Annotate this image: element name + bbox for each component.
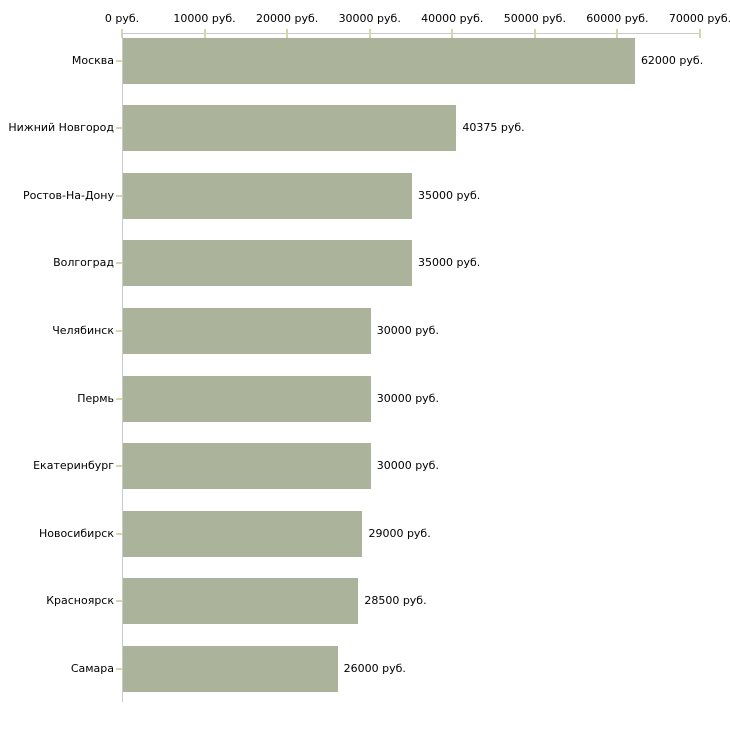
y-axis-tick — [116, 600, 122, 603]
value-label: 30000 руб. — [376, 323, 439, 337]
x-axis-tick-label: 50000 руб. — [503, 12, 566, 25]
bar — [123, 510, 363, 557]
y-axis-tick — [116, 465, 122, 468]
category-label: Волгоград — [53, 256, 114, 270]
bar — [123, 645, 338, 692]
category-label: Самара — [70, 661, 114, 675]
bar — [123, 443, 371, 490]
x-axis-tick-label: 0 руб. — [104, 12, 140, 25]
y-axis-tick — [116, 59, 122, 62]
x-axis-tick — [451, 29, 454, 38]
bar — [123, 240, 412, 287]
value-label: 35000 руб. — [418, 256, 481, 270]
category-label: Ростов-На-Дону — [22, 188, 114, 202]
x-axis-line — [122, 33, 701, 34]
bar — [123, 578, 359, 625]
y-axis-tick — [116, 397, 122, 400]
bar — [123, 307, 371, 354]
x-axis-tick-label: 40000 руб. — [421, 12, 484, 25]
y-axis-line — [122, 33, 123, 702]
value-label: 30000 руб. — [376, 459, 439, 473]
x-axis-tick-label: 70000 руб. — [668, 12, 730, 25]
bar — [123, 105, 457, 152]
y-axis-tick — [116, 194, 122, 197]
category-label: Новосибирск — [38, 526, 114, 540]
value-label: 29000 руб. — [368, 526, 431, 540]
x-axis-tick — [533, 29, 536, 38]
bar — [123, 172, 412, 219]
value-label: 35000 руб. — [418, 188, 481, 202]
y-axis-tick — [116, 262, 122, 265]
y-axis-tick — [116, 329, 122, 332]
x-axis-tick-label: 10000 руб. — [173, 12, 236, 25]
category-label: Москва — [71, 53, 114, 67]
x-axis-tick — [368, 29, 371, 38]
y-axis-tick — [116, 127, 122, 130]
value-label: 40375 руб. — [462, 121, 525, 135]
x-axis-tick — [616, 29, 619, 38]
y-axis-tick — [116, 667, 122, 670]
value-label: 30000 руб. — [376, 391, 439, 405]
value-label: 26000 руб. — [343, 661, 406, 675]
x-axis-tick-label: 20000 руб. — [256, 12, 319, 25]
category-label: Екатеринбург — [33, 459, 114, 473]
value-label: 62000 руб. — [640, 53, 704, 67]
category-label: Красноярск — [46, 594, 114, 608]
category-label: Нижний Новгород — [8, 121, 114, 135]
category-label: Пермь — [77, 391, 114, 405]
category-label: Челябинск — [52, 323, 114, 337]
x-axis-tick — [286, 29, 289, 38]
bar — [123, 375, 371, 422]
bar — [123, 37, 635, 84]
x-axis-tick — [203, 29, 206, 38]
x-axis-tick-label: 30000 руб. — [338, 12, 401, 25]
x-axis-tick — [699, 29, 701, 38]
value-label: 28500 руб. — [364, 594, 427, 608]
x-axis-tick-label: 60000 руб. — [586, 12, 649, 25]
y-axis-tick — [116, 532, 122, 535]
